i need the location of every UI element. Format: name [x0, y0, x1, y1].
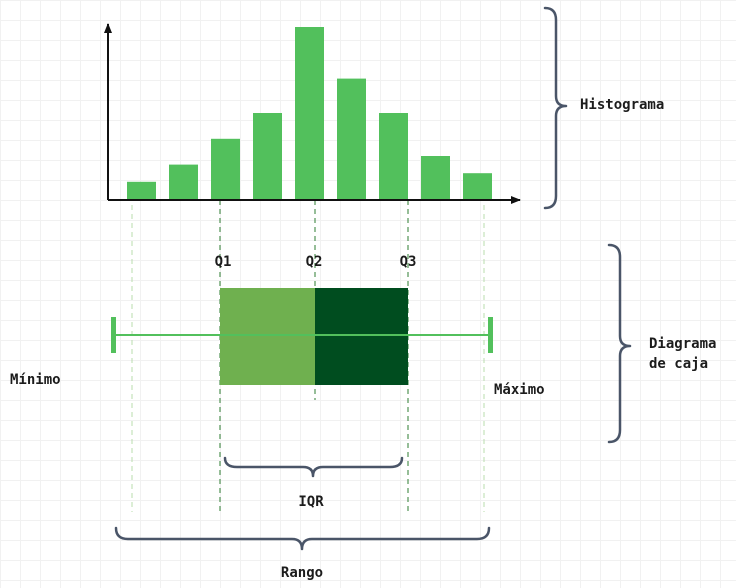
histogram-bar — [379, 113, 408, 199]
histogram-bar — [337, 78, 366, 199]
range-label: Rango — [281, 565, 323, 581]
range-brace — [114, 526, 491, 551]
histogram-bar — [421, 156, 450, 199]
boxplot-label-line1: Diagrama — [649, 336, 716, 352]
box-plot — [111, 288, 493, 385]
histogram-bar — [211, 138, 240, 199]
maximum-label: Máximo — [494, 382, 545, 398]
braces — [114, 6, 632, 551]
histogram-bar — [295, 27, 324, 199]
boxplot-brace — [607, 243, 632, 444]
min-whisker-cap — [111, 317, 116, 353]
histogram-bar — [169, 164, 198, 199]
iqr-brace — [223, 456, 404, 478]
q2-label: Q2 — [306, 254, 323, 270]
iqr-label: IQR — [298, 494, 324, 510]
q1-label: Q1 — [215, 254, 232, 270]
q3-label: Q3 — [400, 254, 417, 270]
histogram-brace — [543, 6, 568, 210]
histogram-bar — [463, 173, 492, 199]
histogram-bar — [253, 113, 282, 199]
histogram-label: Histograma — [580, 97, 664, 113]
max-whisker-cap — [488, 317, 493, 353]
histogram-bars — [127, 27, 492, 199]
boxplot-label-line2: de caja — [649, 356, 708, 372]
minimum-label: Mínimo — [10, 372, 61, 388]
box-lower-half — [220, 288, 315, 385]
box-upper-half — [315, 288, 408, 385]
histogram-bar — [127, 181, 156, 199]
